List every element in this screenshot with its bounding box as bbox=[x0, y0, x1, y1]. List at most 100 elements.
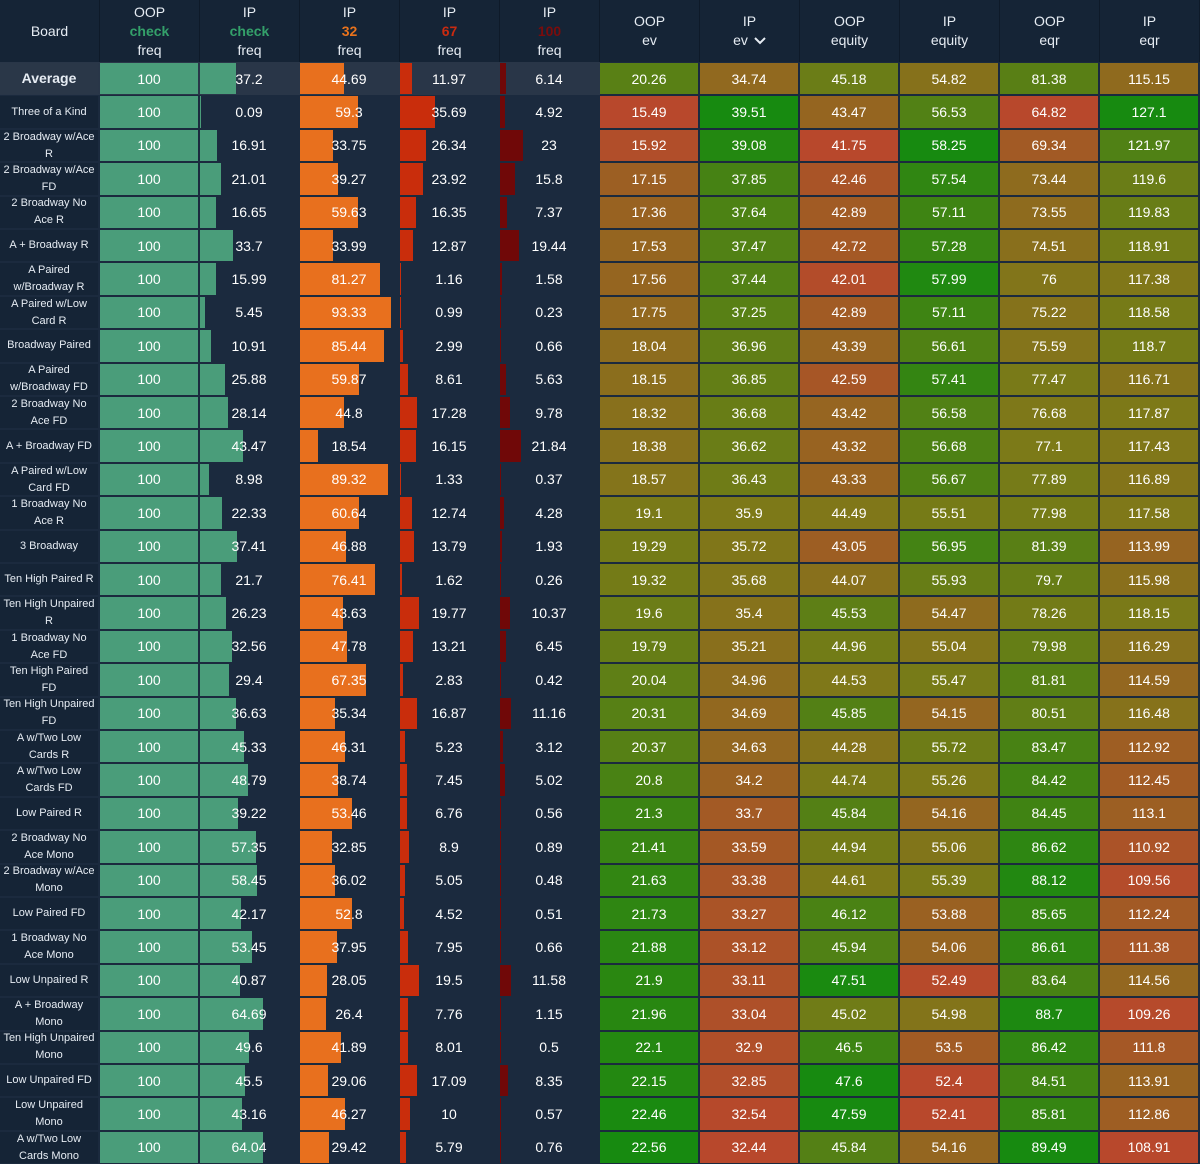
cell-ip-equity: 52.4 bbox=[900, 1065, 998, 1096]
board-name-cell[interactable]: A Paired w/Broadway FD bbox=[0, 364, 98, 395]
board-name-cell[interactable]: A + Broadway R bbox=[0, 230, 98, 261]
board-name-cell[interactable]: A w/Two Low Cards Mono bbox=[0, 1132, 98, 1163]
cell-value: 119.83 bbox=[1100, 197, 1198, 228]
cell-ip-ev: 33.12 bbox=[700, 931, 798, 962]
board-name-cell[interactable]: 1 Broadway No Ace R bbox=[0, 497, 98, 528]
cell-value: 13.79 bbox=[400, 531, 498, 562]
cell-value: 89.32 bbox=[300, 464, 398, 495]
cell-value: 11.97 bbox=[400, 63, 498, 94]
cell-oop-check: 100 bbox=[100, 597, 198, 628]
cell-value: 36.85 bbox=[700, 364, 798, 395]
cell-value: 44.96 bbox=[800, 631, 898, 662]
board-name-cell[interactable]: 2 Broadway w/Ace FD bbox=[0, 163, 98, 194]
board-name-cell[interactable]: Ten High Unpaired FD bbox=[0, 698, 98, 729]
board-name-cell[interactable]: Three of a Kind bbox=[0, 96, 98, 127]
board-name-cell[interactable]: Low Unpaired Mono bbox=[0, 1098, 98, 1129]
cell-value: 58.45 bbox=[200, 865, 298, 896]
board-name-cell[interactable]: 2 Broadway w/Ace R bbox=[0, 130, 98, 161]
board-name-cell[interactable]: 2 Broadway No Ace Mono bbox=[0, 831, 98, 862]
cell-ip-100: 4.28 bbox=[500, 497, 598, 528]
board-name-cell[interactable]: A + Broadway Mono bbox=[0, 998, 98, 1029]
cell-ip-100: 6.14 bbox=[500, 63, 598, 94]
board-name-cell[interactable]: A + Broadway FD bbox=[0, 430, 98, 461]
cell-ip-check: 10.91 bbox=[200, 330, 298, 361]
cell-value: 10.91 bbox=[200, 330, 298, 361]
cell-value: 29.42 bbox=[300, 1132, 398, 1163]
board-name-cell[interactable]: 3 Broadway bbox=[0, 531, 98, 562]
cell-value: 33.04 bbox=[700, 998, 798, 1029]
cell-ip-ev: 36.68 bbox=[700, 397, 798, 428]
board-name-cell[interactable]: Average bbox=[0, 63, 98, 94]
cell-oop-ev: 21.96 bbox=[600, 998, 698, 1029]
cell-value: 37.64 bbox=[700, 197, 798, 228]
cell-ip-equity: 55.51 bbox=[900, 497, 998, 528]
board-name-cell[interactable]: 2 Broadway No Ace R bbox=[0, 197, 98, 228]
cell-value: 53.45 bbox=[200, 931, 298, 962]
cell-ip-check: 43.47 bbox=[200, 430, 298, 461]
board-name-cell[interactable]: A Paired w/Low Card FD bbox=[0, 464, 98, 495]
board-name-cell[interactable]: A w/Two Low Cards FD bbox=[0, 764, 98, 795]
cell-ip-check: 42.17 bbox=[200, 898, 298, 929]
board-name-cell[interactable]: Broadway Paired bbox=[0, 330, 98, 361]
cell-value: 5.79 bbox=[400, 1132, 498, 1163]
header-ip-32-line: 32 bbox=[342, 22, 358, 41]
board-name-cell[interactable]: Low Paired FD bbox=[0, 898, 98, 929]
cell-value: 111.8 bbox=[1100, 1032, 1198, 1063]
board-name-cell[interactable]: Low Unpaired R bbox=[0, 965, 98, 996]
cell-ip-32: 46.88 bbox=[300, 531, 398, 562]
cell-oop-equity: 43.47 bbox=[800, 96, 898, 127]
board-name-cell[interactable]: Ten High Unpaired Mono bbox=[0, 1032, 98, 1063]
cell-ip-67: 2.99 bbox=[400, 330, 498, 361]
cell-value: 16.15 bbox=[400, 430, 498, 461]
board-name-cell[interactable]: 1 Broadway No Ace Mono bbox=[0, 931, 98, 962]
board-name-cell[interactable]: A Paired w/Broadway R bbox=[0, 263, 98, 294]
cell-ip-check: 5.45 bbox=[200, 297, 298, 328]
cell-ip-100: 23 bbox=[500, 130, 598, 161]
cell-value: 46.27 bbox=[300, 1098, 398, 1129]
cell-value: 6.76 bbox=[400, 798, 498, 829]
cell-value: 58.25 bbox=[900, 130, 998, 161]
cell-oop-ev: 21.63 bbox=[600, 865, 698, 896]
header-oop-check-line: check bbox=[130, 22, 170, 41]
cell-oop-eqr: 84.42 bbox=[1000, 764, 1098, 795]
cell-oop-ev: 20.04 bbox=[600, 664, 698, 695]
cell-value: 17.28 bbox=[400, 397, 498, 428]
cell-value: 100 bbox=[100, 1098, 198, 1129]
board-name-cell[interactable]: Ten High Unpaired R bbox=[0, 597, 98, 628]
chevron-down-icon[interactable] bbox=[754, 32, 766, 51]
cell-ip-67: 19.77 bbox=[400, 597, 498, 628]
board-name-cell[interactable]: 2 Broadway w/Ace Mono bbox=[0, 865, 98, 896]
cell-oop-equity: 45.84 bbox=[800, 1132, 898, 1163]
cell-value: 117.43 bbox=[1100, 430, 1198, 461]
cell-oop-ev: 17.15 bbox=[600, 163, 698, 194]
board-name-cell[interactable]: Ten High Paired FD bbox=[0, 664, 98, 695]
board-name-cell[interactable]: Low Paired R bbox=[0, 798, 98, 829]
cell-oop-eqr: 78.26 bbox=[1000, 597, 1098, 628]
cell-ip-100: 0.23 bbox=[500, 297, 598, 328]
board-name-cell[interactable]: 1 Broadway No Ace FD bbox=[0, 631, 98, 662]
cell-value: 33.27 bbox=[700, 898, 798, 929]
header-board[interactable]: Board bbox=[0, 0, 100, 62]
board-name-cell[interactable]: A Paired w/Low Card R bbox=[0, 297, 98, 328]
board-name-cell[interactable]: A w/Two Low Cards R bbox=[0, 731, 98, 762]
cell-ip-67: 8.61 bbox=[400, 364, 498, 395]
board-name-cell[interactable]: Ten High Paired R bbox=[0, 564, 98, 595]
cell-value: 100 bbox=[100, 130, 198, 161]
cell-value: 117.87 bbox=[1100, 397, 1198, 428]
cell-ip-eqr: 117.43 bbox=[1100, 430, 1198, 461]
cell-value: 21.96 bbox=[600, 998, 698, 1029]
board-name-cell[interactable]: 2 Broadway No Ace FD bbox=[0, 397, 98, 428]
cell-value: 100 bbox=[100, 831, 198, 862]
board-name-cell[interactable]: Low Unpaired FD bbox=[0, 1065, 98, 1096]
